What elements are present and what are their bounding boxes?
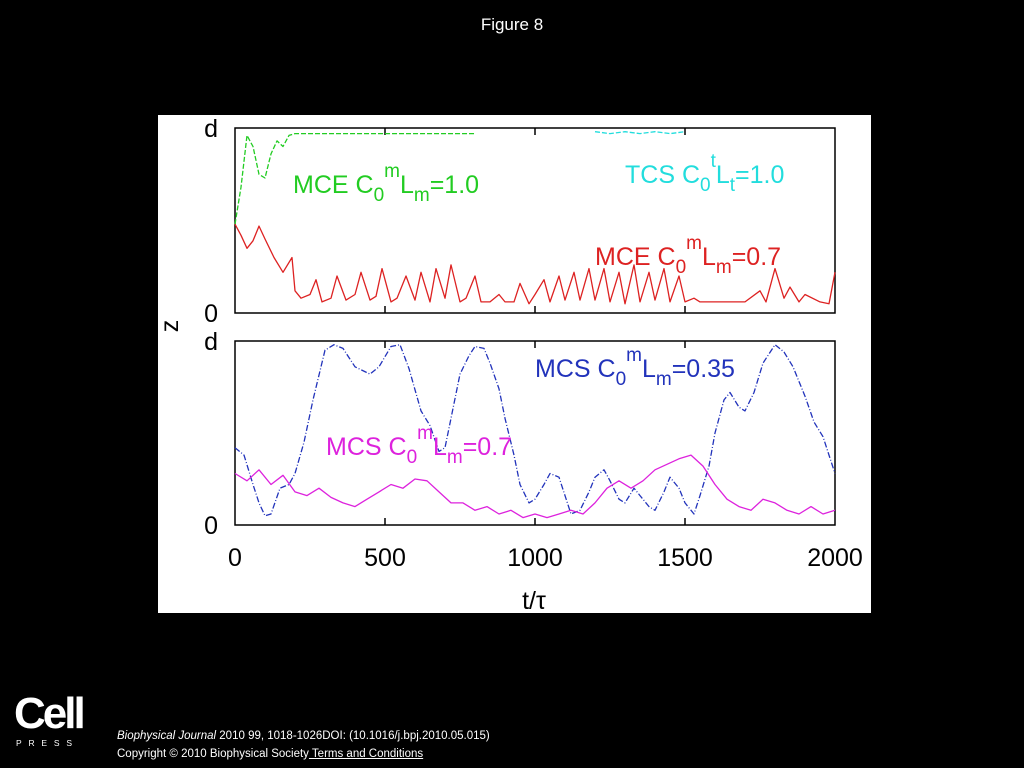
x-tick-label: 1500 (657, 544, 713, 572)
terms-and-conditions-link[interactable]: Terms and Conditions (308, 748, 424, 760)
x-axis-label: t/τ (522, 587, 546, 613)
y-tick-label: 0 (204, 300, 218, 328)
copyright-line: Copyright © 2010 Biophysical Society Ter… (117, 748, 423, 760)
series-label: MCE C0mLm=0.7 (595, 233, 781, 278)
series-line-mce-c0mlm-0-7 (234, 223, 836, 305)
cell-logo-word: Cell (14, 689, 86, 738)
series-line-mce-c0mlm-1-0 (234, 132, 475, 225)
citation-details: 2010 99, 1018-1026DOI: (10.1016/j.bpj.20… (216, 730, 490, 742)
series-label: MCE C0mLm=1.0 (293, 161, 479, 206)
copyright-text: Copyright © 2010 Biophysical Society (117, 748, 309, 760)
cell-press-logo: Cell PRESS (14, 692, 86, 749)
y-axis-label: z (158, 320, 184, 333)
figure-title: Figure 8 (480, 15, 544, 34)
series-label: MCS C0mLm=0.7 (326, 423, 512, 468)
citation-line: Biophysical Journal 2010 99, 1018-1026DO… (117, 730, 490, 742)
x-tick-label: 1000 (507, 544, 563, 572)
series-line-mcs-c0mlm-0-35 (234, 344, 836, 517)
y-tick-label: d (204, 115, 218, 143)
x-tick-label: 2000 (807, 544, 863, 572)
y-tick-label: d (204, 328, 218, 356)
y-tick-label: 0 (204, 512, 218, 540)
series-line-mcs-c0mlm-0-7 (234, 454, 836, 519)
journal-name: Biophysical Journal (117, 730, 217, 742)
series-label: TCS C0tLt=1.0 (625, 151, 784, 196)
cell-logo-press: PRESS (16, 738, 79, 748)
panel-frame-top (234, 127, 836, 314)
series-line-tcs-c0tlt-1-0 (594, 131, 686, 135)
figure-panel: 0 d MCE C0mLm=1.0 TCS C0tLt=1.0 MCE C0mLm=0.… (158, 115, 871, 613)
x-tick-label: 0 (228, 544, 242, 572)
series-label: MCS C0mLm=0.35 (535, 345, 735, 390)
slide-footer: Cell PRESS Biophysical Journal 2010 99, … (0, 690, 1024, 768)
x-tick-label: 500 (364, 544, 406, 572)
